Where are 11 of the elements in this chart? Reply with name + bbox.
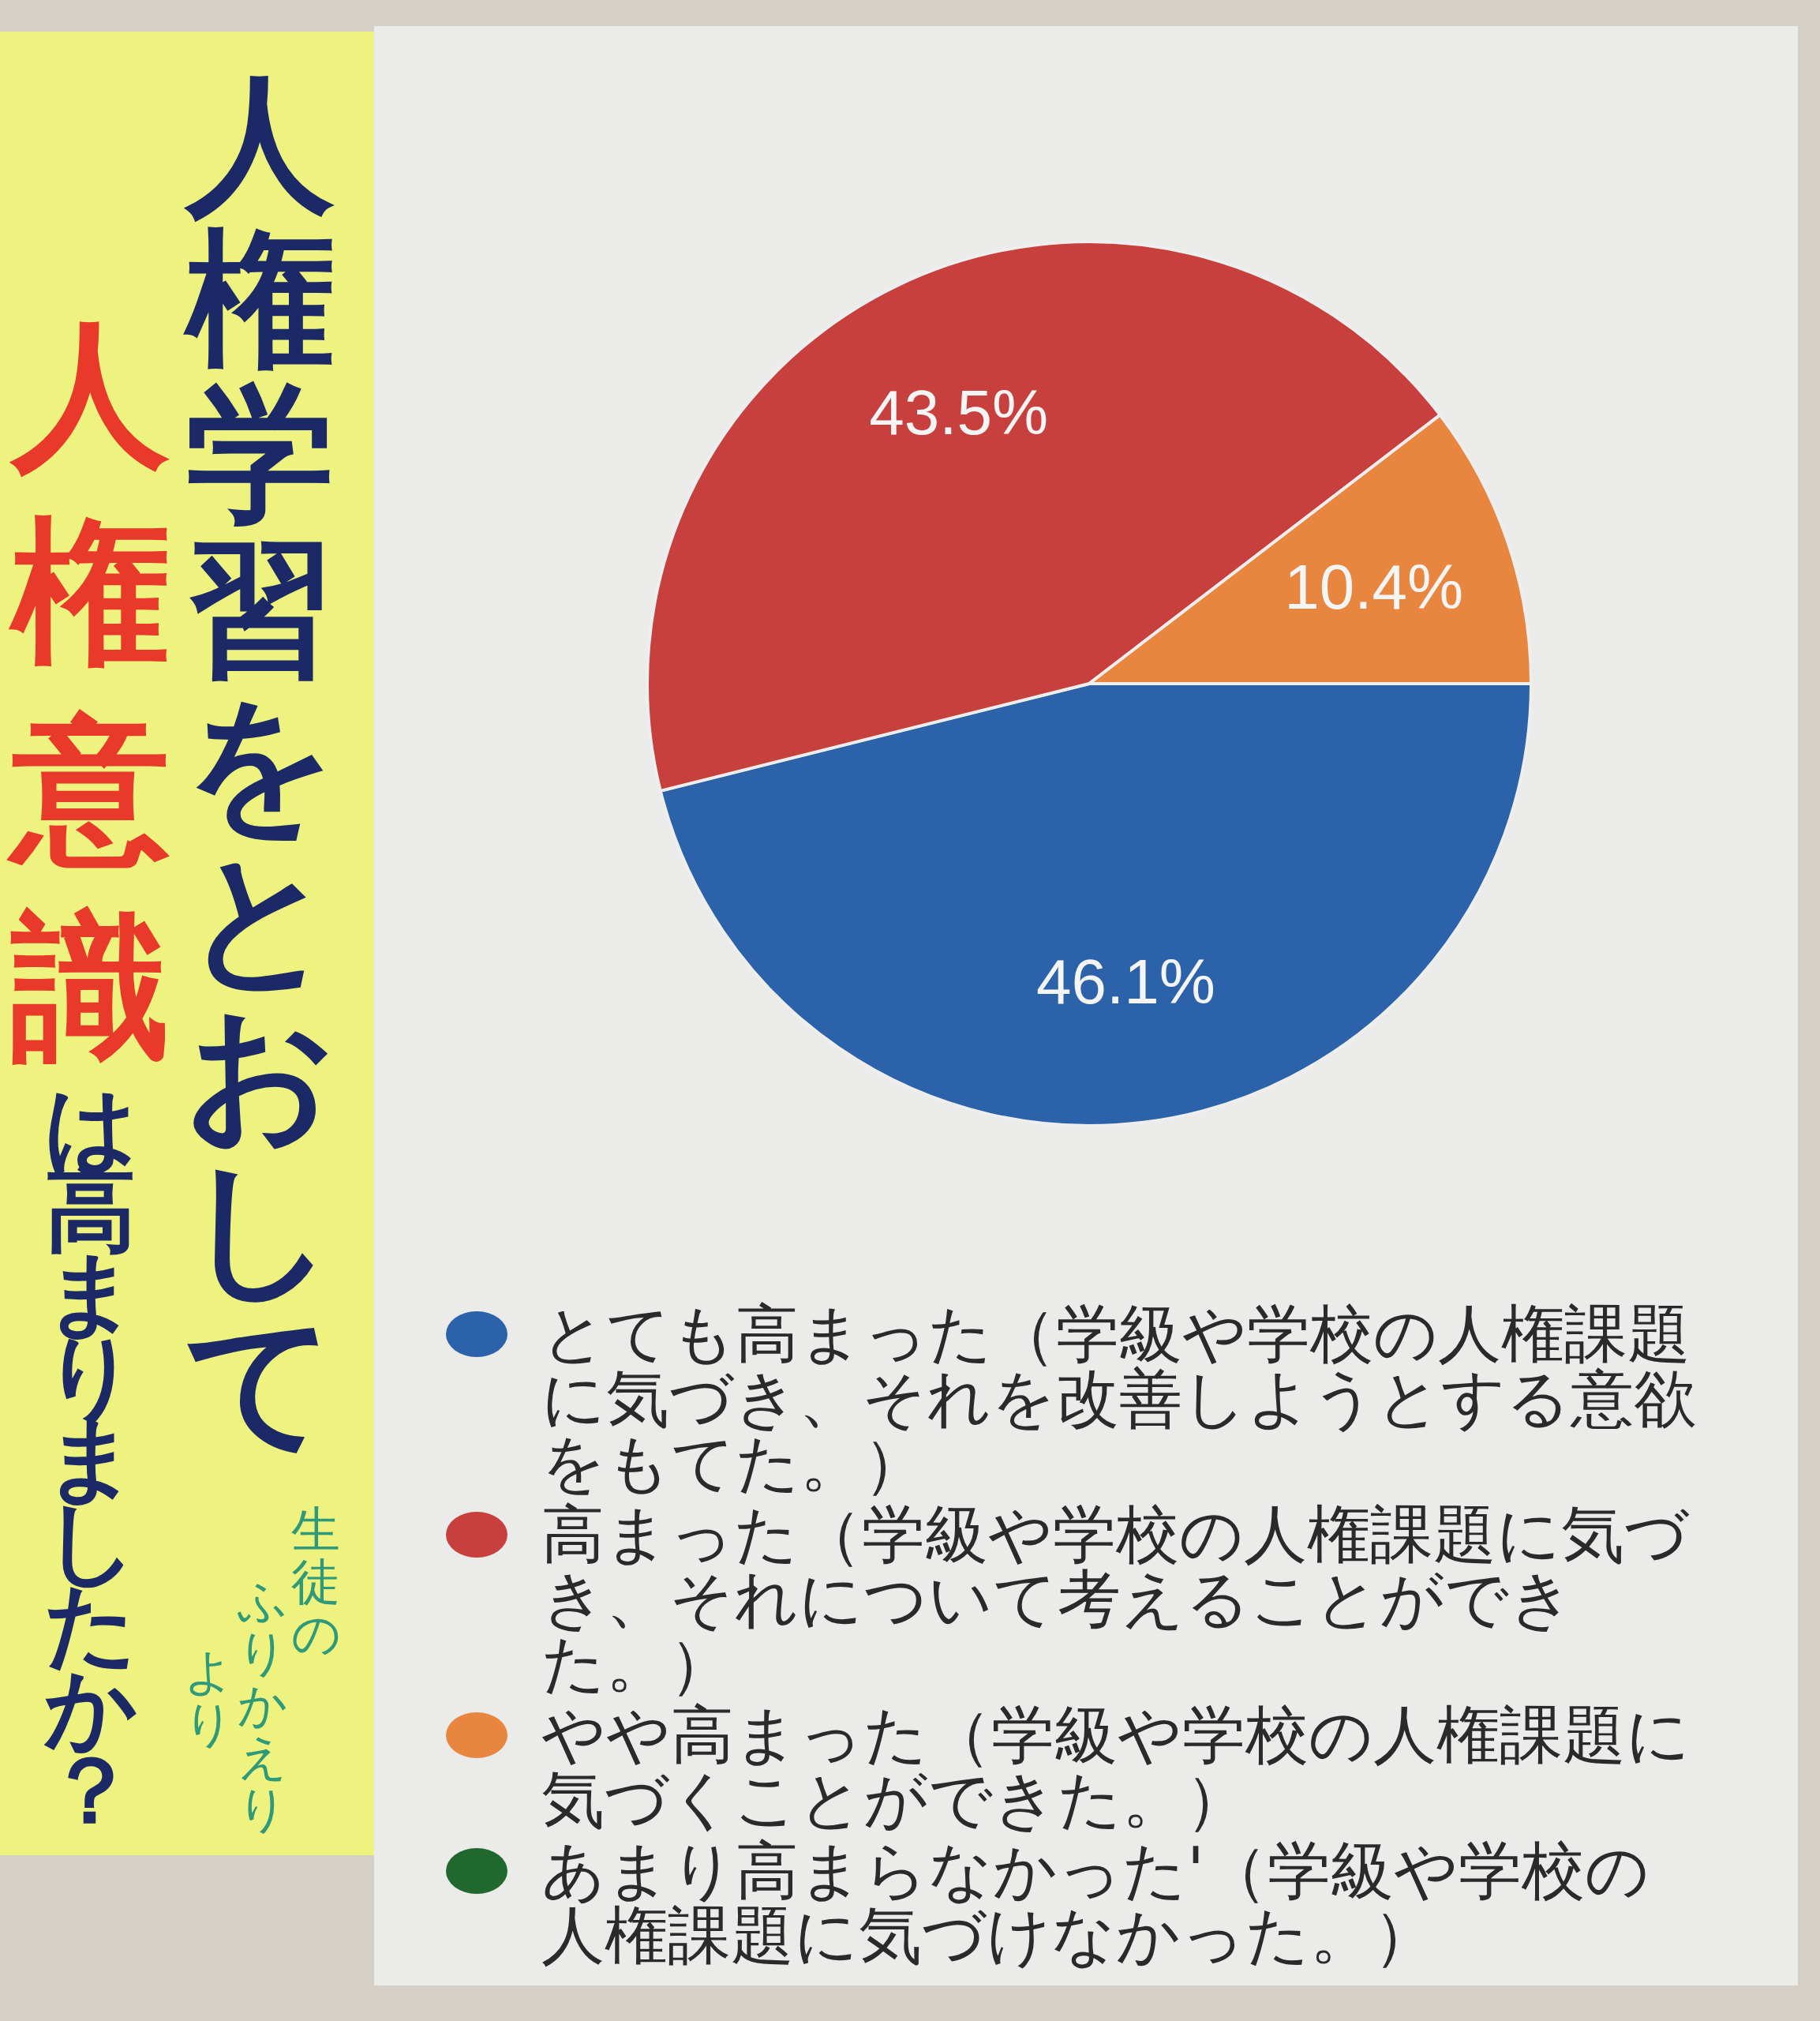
legend-label: やや高まった（学級や学校の人権課題に気づくことができた。） (541, 1698, 1691, 1836)
text: ふりかえり (236, 1572, 288, 1838)
chart-title: 人権学習をとおして (185, 58, 336, 1468)
text: より (182, 1643, 234, 1753)
data-label: 43.5% (869, 377, 1049, 448)
legend-label: 高まった（学級や学校の人権課題に気づき、それについて考えることができた。） (541, 1498, 1690, 1700)
text: 生徒の (290, 1501, 342, 1663)
data-label: 46.1% (1036, 947, 1215, 1018)
data-label: 10.4% (1284, 552, 1464, 623)
legend-label: あまり高まらなかった'（学級や学校の人権課題に気づけなかった。） (541, 1834, 1650, 1972)
legend-label: とても高まった（学級や学校の人権課題に気づき、それを改善しようとする意欲をもてた。） (541, 1297, 1698, 1500)
